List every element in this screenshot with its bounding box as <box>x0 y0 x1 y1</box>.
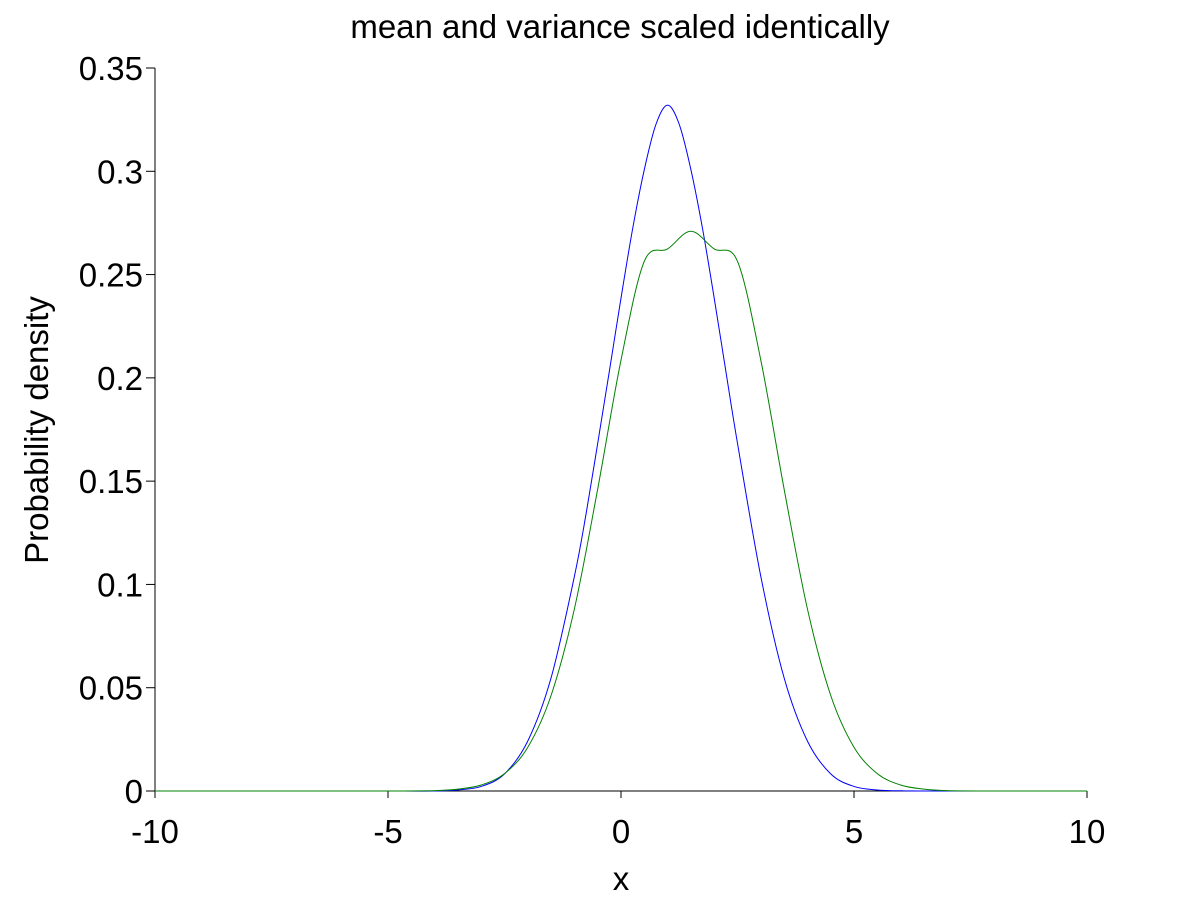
y-axis-ticks: 0 0.05 0.1 0.15 0.2 0.25 0.3 0.35 <box>79 50 155 810</box>
y-tick-label: 0.25 <box>79 257 143 294</box>
plot-area: -10 -5 0 5 10 0 0.05 0.1 0.15 0.2 0.25 0.3 0.35 <box>79 50 1106 850</box>
series-line-1 <box>154 104 1087 792</box>
y-tick-label: 0.05 <box>79 670 143 707</box>
x-tick-label: -10 <box>131 813 179 850</box>
x-tick-label: 0 <box>612 813 630 850</box>
y-tick-label: 0.1 <box>97 566 143 603</box>
series-group <box>154 104 1088 792</box>
x-axis-ticks: -10 -5 0 5 10 <box>131 791 1105 850</box>
y-tick-label: 0 <box>125 773 143 810</box>
y-tick-label: 0.2 <box>97 360 143 397</box>
series-line-2 <box>154 230 1088 792</box>
chart-title: mean and variance scaled identically <box>350 8 890 45</box>
x-axis-label: x <box>613 860 630 897</box>
x-tick-label: -5 <box>373 813 402 850</box>
y-tick-label: 0.15 <box>79 463 143 500</box>
y-tick-label: 0.35 <box>79 50 143 87</box>
x-tick-label: 5 <box>845 813 863 850</box>
x-tick-label: 10 <box>1069 813 1106 850</box>
y-axis-label: Probability density <box>18 296 55 564</box>
y-tick-label: 0.3 <box>97 153 143 190</box>
